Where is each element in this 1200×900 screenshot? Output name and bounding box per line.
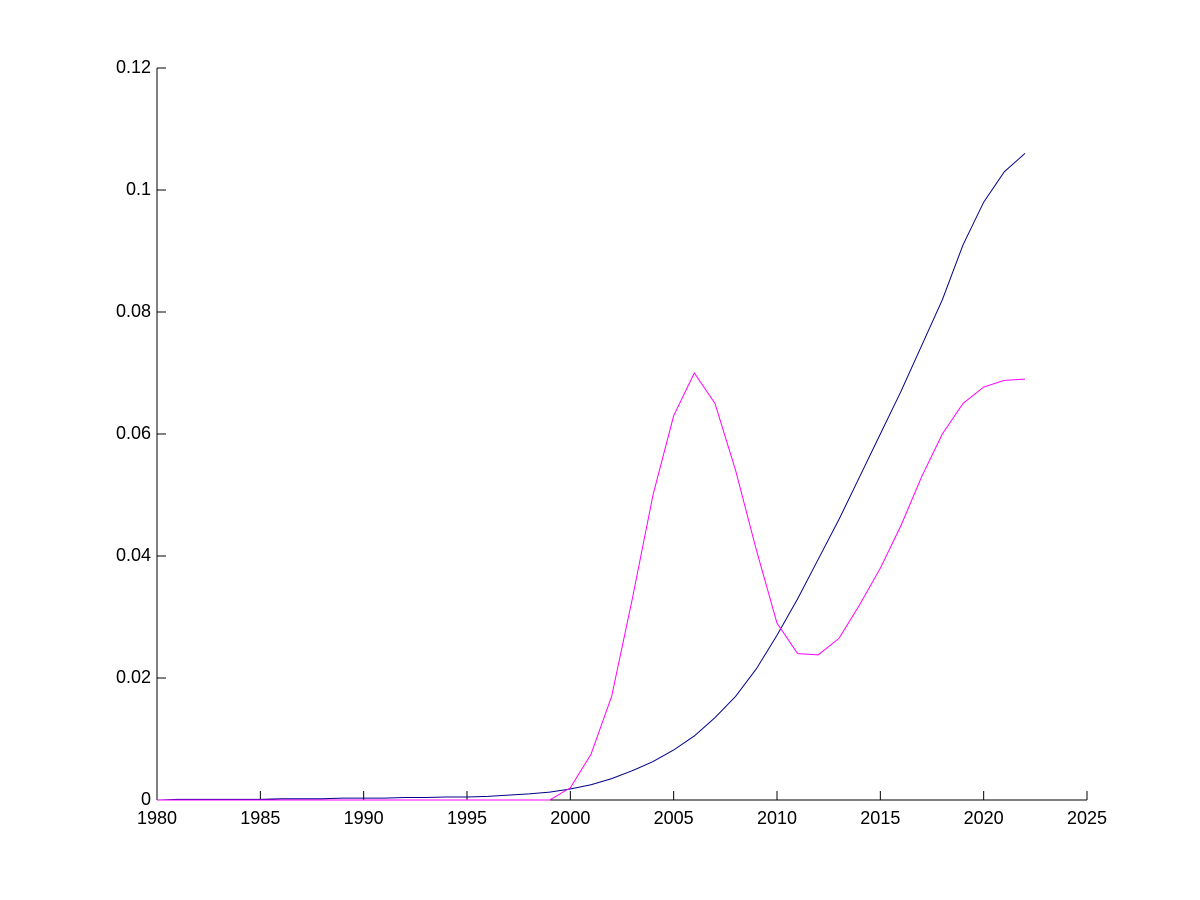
x-tick-label: 1980 [137,808,177,828]
y-tick-label: 0.04 [116,545,151,565]
x-tick-label: 2015 [860,808,900,828]
line-series [157,372,1026,801]
y-tick-label: 0.1 [126,179,151,199]
x-tick-label: 2010 [757,808,797,828]
y-tick-label: 0.08 [116,301,151,321]
y-tick-label: 0 [141,789,151,809]
x-tick-label: 1985 [240,808,280,828]
x-tick-label: 1990 [344,808,384,828]
line-series [156,153,1026,801]
y-tick-label: 0.02 [116,667,151,687]
y-tick-label: 0.12 [116,57,151,77]
x-tick-label: 2005 [654,808,694,828]
x-tick-label: 2020 [964,808,1004,828]
x-tick-label: 2025 [1067,808,1107,828]
x-tick-label: 1995 [447,808,487,828]
x-tick-label: 2000 [550,808,590,828]
y-tick-label: 0.06 [116,423,151,443]
